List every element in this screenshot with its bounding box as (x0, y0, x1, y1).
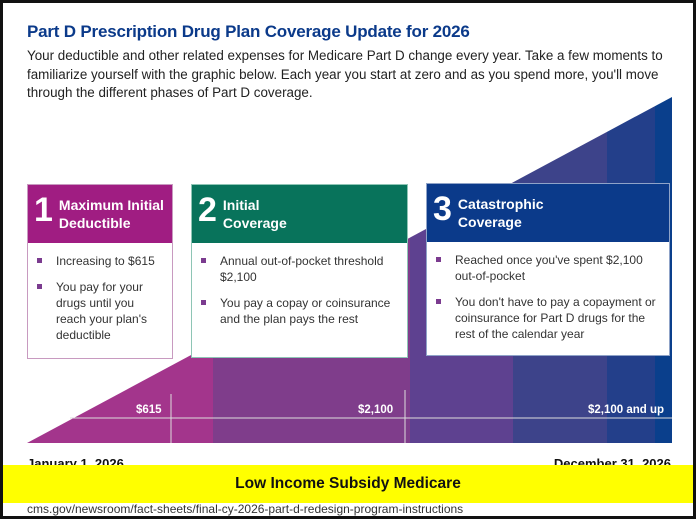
phase-title: Initial Coverage (222, 197, 287, 231)
bullet: Reached once you've spent $2,100 out-of-… (435, 252, 659, 284)
phase-2-header: 2 Initial Coverage (192, 185, 407, 243)
phase-2-card: 2 Initial Coverage Annual out-of-pocket … (191, 184, 408, 358)
bullet: Increasing to $615 (36, 253, 162, 269)
marker-2100-and-up: $2,100 and up (588, 404, 665, 416)
phase-1-card: 1 Maximum Initial Deductible Increasing … (27, 184, 173, 359)
phase-number: 1 (34, 191, 53, 229)
bullet: Annual out-of-pocket threshold $2,100 (200, 253, 397, 285)
banner: Low Income Subsidy Medicare (0, 465, 696, 503)
bullet: You pay for your drugs until you reach y… (36, 279, 162, 343)
bullet: You don't have to pay a copayment or coi… (435, 294, 659, 342)
marker-2100: $2,100 (358, 404, 394, 416)
marker-615: $615 (136, 404, 162, 416)
bullet: You pay a copay or coinsurance and the p… (200, 295, 397, 327)
phase-3-header: 3 Catastrophic Coverage (427, 184, 669, 242)
phase-number: 3 (433, 190, 452, 228)
phase-3-card: 3 Catastrophic Coverage Reached once you… (426, 183, 670, 356)
source-url: cms.gov/newsroom/fact-sheets/final-cy-20… (27, 502, 464, 516)
intro-text: Your deductible and other related expens… (27, 48, 663, 100)
phase-1-header: 1 Maximum Initial Deductible (28, 185, 172, 243)
page-title: Part D Prescription Drug Plan Coverage U… (27, 22, 470, 41)
phase-number: 2 (198, 191, 217, 229)
phase-title: Maximum Initial Deductible (58, 197, 164, 231)
phase-title: Catastrophic Coverage (457, 196, 544, 230)
